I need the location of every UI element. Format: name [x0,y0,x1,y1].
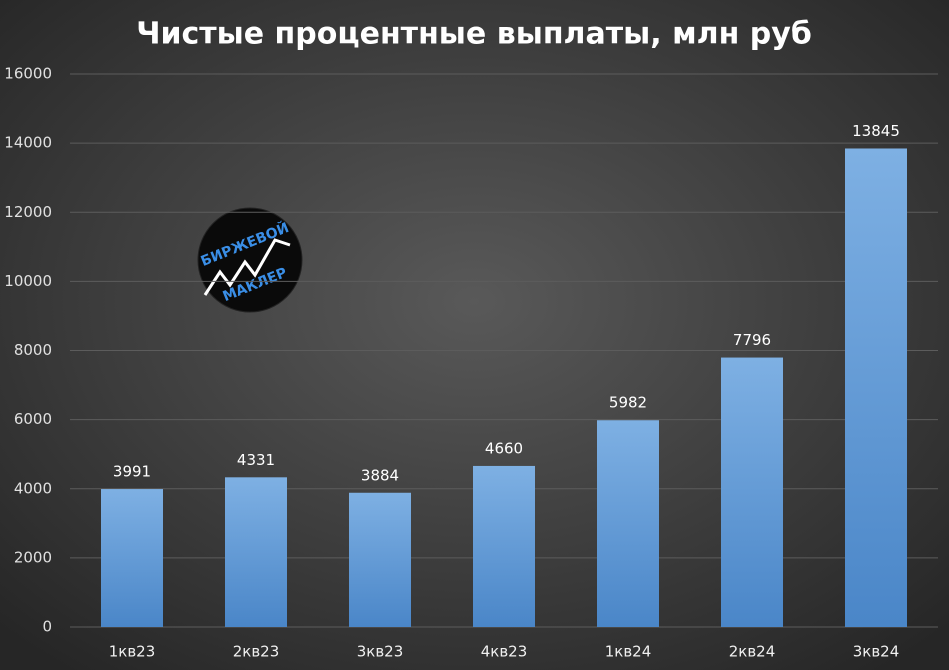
bar [101,489,163,627]
value-label: 4331 [237,451,275,469]
y-tick-label: 2000 [14,548,52,566]
value-label: 5982 [609,394,647,412]
y-tick-label: 6000 [14,410,52,428]
x-tick-label: 2кв24 [729,643,776,661]
bar [845,148,907,628]
y-tick-label: 0 [42,618,52,636]
value-label: 3991 [113,463,151,481]
bar [225,477,287,627]
y-tick-label: 8000 [14,341,52,359]
value-label: 7796 [733,331,771,349]
x-tick-label: 1кв24 [605,643,652,661]
x-tick-label: 2кв23 [233,643,280,661]
bar [473,465,535,627]
y-tick-label: 14000 [4,134,52,152]
x-tick-label: 4кв23 [481,643,528,661]
chart-title: Чистые процентные выплаты, млн руб [136,17,812,52]
bar [349,492,411,627]
value-label: 4660 [485,439,523,457]
x-tick-label: 3кв23 [357,643,404,661]
y-tick-label: 4000 [14,479,52,497]
x-tick-label: 1кв23 [109,643,156,661]
logo: БИРЖЕВОЙ МАКЛЕР [197,207,303,313]
x-tick-label: 3кв24 [853,643,900,661]
value-label: 13845 [852,122,900,140]
logo-circle [197,207,303,313]
y-tick-label: 12000 [4,203,52,221]
logo-line [203,238,291,296]
y-tick-label: 10000 [4,272,52,290]
value-label: 3884 [361,466,399,484]
y-tick-label: 16000 [4,65,52,83]
bar [597,420,659,627]
bar [721,357,783,627]
